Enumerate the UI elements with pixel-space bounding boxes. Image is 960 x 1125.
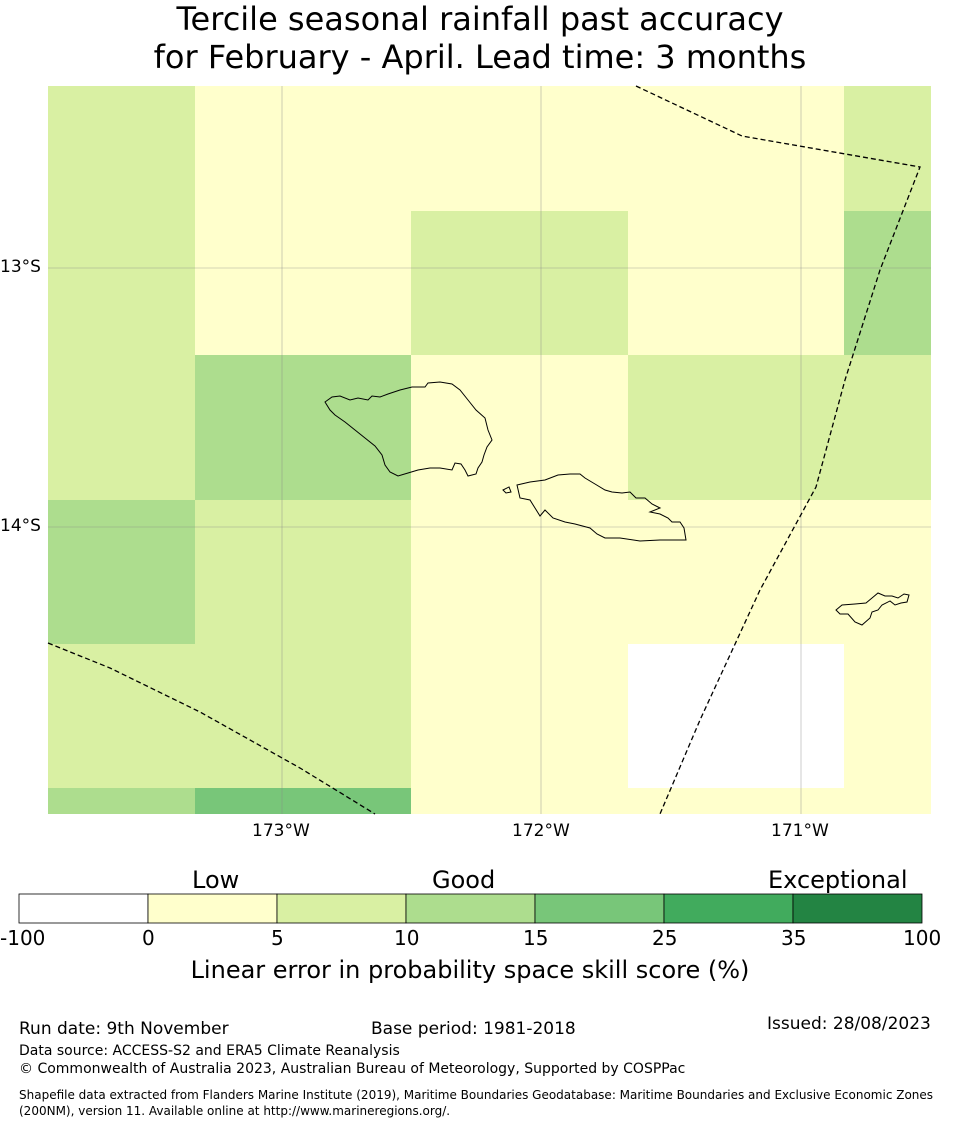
skill-cell <box>195 788 411 814</box>
skill-cell <box>411 500 628 644</box>
category-low: Low <box>192 866 240 894</box>
skill-cell <box>844 211 931 355</box>
skill-cell <box>628 500 844 644</box>
lon-label-173w: 173°W <box>252 821 310 841</box>
colorbar-segment <box>276 893 407 924</box>
skill-grid <box>48 86 931 814</box>
island-manono <box>502 486 512 494</box>
skill-cell <box>48 355 195 500</box>
shapefile-credit-line2: (200NM), version 11. Available online at… <box>19 1104 451 1118</box>
chart-title-line1: Tercile seasonal rainfall past accuracy <box>176 0 784 38</box>
skill-cell <box>628 788 844 814</box>
skill-cell <box>628 644 844 788</box>
skill-cell <box>628 355 844 500</box>
skill-cell <box>195 86 411 211</box>
data-source: Data source: ACCESS-S2 and ERA5 Climate … <box>19 1043 400 1059</box>
colorbar-segment <box>18 893 149 924</box>
colorbar-segment <box>405 893 536 924</box>
lon-label-172w: 172°W <box>512 821 570 841</box>
skill-cell <box>628 211 844 355</box>
tick-label: 100 <box>903 926 942 950</box>
chart-title-line2: for February - April. Lead time: 3 month… <box>153 38 807 76</box>
skill-cell <box>411 788 628 814</box>
issued-date: Issued: 28/08/2023 <box>767 1014 931 1034</box>
tick-label: 35 <box>781 926 807 950</box>
skill-cell <box>411 644 628 788</box>
category-exceptional: Exceptional <box>768 866 908 894</box>
skill-cell <box>844 500 931 644</box>
skill-cell <box>195 500 411 644</box>
category-good: Good <box>432 866 496 894</box>
skill-cell <box>48 644 195 788</box>
colorbar-segment <box>792 893 923 924</box>
skill-cell <box>844 86 931 211</box>
colorbar-segment <box>534 893 665 924</box>
base-period: Base period: 1981-2018 <box>371 1019 576 1039</box>
island-upolu <box>516 473 687 542</box>
skill-cell <box>48 788 195 814</box>
skill-cell <box>195 355 411 500</box>
coastlines <box>324 381 910 626</box>
copyright: © Commonwealth of Australia 2023, Austra… <box>19 1061 686 1077</box>
lat-label-13s: 13°S <box>0 257 41 277</box>
skill-cell <box>844 644 931 788</box>
lon-label-171w: 171°W <box>771 821 829 841</box>
skill-cell <box>48 211 195 355</box>
skill-cell <box>195 211 411 355</box>
skill-cell <box>411 86 628 211</box>
island-savaii <box>324 381 493 477</box>
skill-map <box>18 85 931 924</box>
run-date: Run date: 9th November <box>19 1019 229 1039</box>
skill-cell <box>48 500 195 644</box>
colorbar-segment <box>663 893 794 924</box>
tick-label: 5 <box>271 926 284 950</box>
island-tutuila <box>835 592 910 626</box>
shapefile-credit-line1: Shapefile data extracted from Flanders M… <box>19 1088 934 1102</box>
colorbar-segment <box>147 893 278 924</box>
colorbar <box>18 893 923 924</box>
skill-cell <box>628 86 844 211</box>
skill-cell <box>844 788 931 814</box>
graticule <box>48 86 931 814</box>
colorbar-title: Linear error in probability space skill … <box>190 956 750 984</box>
tick-label: 10 <box>394 926 420 950</box>
skill-cell <box>844 355 931 500</box>
skill-cell <box>411 211 628 355</box>
tick-label: -100 <box>0 926 46 950</box>
tick-label: 0 <box>142 926 155 950</box>
tick-label: 15 <box>523 926 549 950</box>
tick-label: 25 <box>652 926 678 950</box>
lat-label-14s: 14°S <box>0 516 41 536</box>
skill-cell <box>195 644 411 788</box>
skill-cell <box>48 86 195 211</box>
skill-cell <box>411 355 628 500</box>
maritime-boundary <box>47 85 921 815</box>
